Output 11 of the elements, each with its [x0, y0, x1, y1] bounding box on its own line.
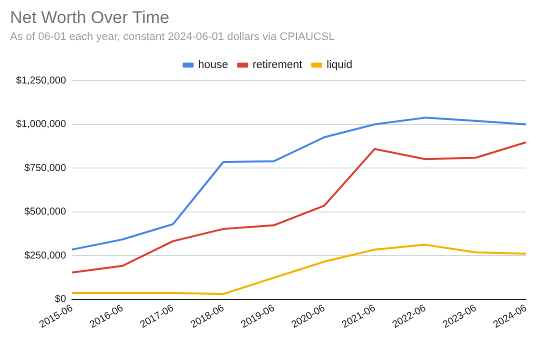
legend-label: retirement — [252, 59, 302, 72]
legend-label: house — [198, 59, 228, 72]
chart-subtitle: As of 06-01 each year, constant 2024-06-01 dollars via CPIAUCSL — [10, 31, 335, 44]
y-tick-label: $1,000,000 — [16, 119, 66, 130]
y-tick-label: $250,000 — [24, 250, 66, 262]
y-tick-label: $500,000 — [24, 206, 66, 218]
y-tick-label: $0 — [54, 294, 66, 306]
y-tick-label: $750,000 — [24, 162, 66, 174]
y-tick-label: $1,250,000 — [16, 75, 66, 86]
legend-label: liquid — [326, 59, 352, 72]
chart-title: Net Worth Over Time — [10, 8, 170, 27]
